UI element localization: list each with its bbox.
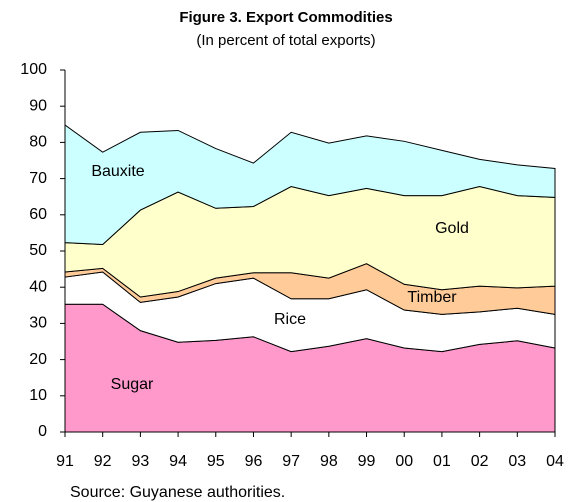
- x-tick-label: 01: [433, 453, 451, 470]
- x-tick-label: 99: [358, 453, 376, 470]
- area-label: Gold: [435, 220, 469, 237]
- x-tick-label: 04: [546, 453, 564, 470]
- y-tick-label: 70: [29, 170, 47, 187]
- y-tick-label: 90: [29, 97, 47, 114]
- y-tick-label: 40: [29, 278, 47, 295]
- x-tick-label: 03: [508, 453, 526, 470]
- y-tick-label: 80: [29, 134, 47, 151]
- x-tick-label: 00: [395, 453, 413, 470]
- y-tick-label: 50: [29, 242, 47, 259]
- source-note: Source: Guyanese authorities.: [70, 484, 285, 501]
- chart-subtitle: (In percent of total exports): [196, 32, 375, 49]
- x-tick-label: 02: [471, 453, 489, 470]
- area-label: Bauxite: [91, 163, 144, 180]
- x-tick-label: 96: [245, 453, 263, 470]
- area: [64, 124, 556, 245]
- x-tick-label: 93: [131, 453, 149, 470]
- y-tick-label: 10: [29, 387, 47, 404]
- y-tick-label: 20: [29, 351, 47, 368]
- area-label: Timber: [407, 289, 457, 306]
- chart-title: Figure 3. Export Commodities: [179, 9, 392, 26]
- x-tick-label: 98: [320, 453, 338, 470]
- y-tick-label: 60: [29, 206, 47, 223]
- x-tick-label: 92: [94, 453, 112, 470]
- x-tick-label: 94: [169, 453, 187, 470]
- area-label: Sugar: [111, 376, 154, 393]
- x-tick-label: 97: [282, 453, 300, 470]
- y-tick-label: 0: [38, 423, 47, 440]
- y-tick-label: 30: [29, 315, 47, 332]
- x-tick-label: 95: [207, 453, 225, 470]
- x-tick-label: 91: [56, 453, 74, 470]
- y-tick-label: 100: [20, 61, 47, 78]
- area-label: Rice: [274, 311, 306, 328]
